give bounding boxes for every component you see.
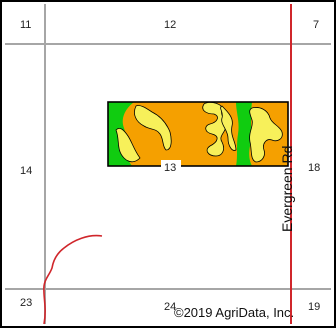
soil-area-green-left-edge: [115, 128, 141, 163]
label-bg-13: [161, 160, 181, 173]
soil-area-green-right: [236, 102, 252, 166]
section-label-13: 13: [164, 162, 176, 174]
section-label-14: 14: [20, 165, 32, 177]
stream-line: [43, 234, 103, 325]
road-label: Evergreen Rd: [279, 146, 295, 232]
soil-area-yellow-middle-2: [220, 105, 237, 151]
soil-parcel: [107, 101, 289, 167]
soil-area-yellow-right: [249, 107, 283, 163]
section-label-23: 23: [20, 297, 32, 309]
parcel-outline: [107, 101, 289, 167]
section-label-24: 24: [164, 301, 176, 313]
section-label-19: 19: [308, 301, 320, 313]
copyright-text: ©2019 AgriData, Inc.: [174, 305, 294, 320]
section-label-11: 11: [20, 19, 31, 31]
section-label-18: 18: [308, 162, 320, 174]
section-lines: [5, 4, 331, 324]
section-label-12: 12: [164, 19, 176, 31]
soil-area-yellow-left: [134, 105, 172, 151]
section-label-7: 7: [313, 19, 319, 31]
